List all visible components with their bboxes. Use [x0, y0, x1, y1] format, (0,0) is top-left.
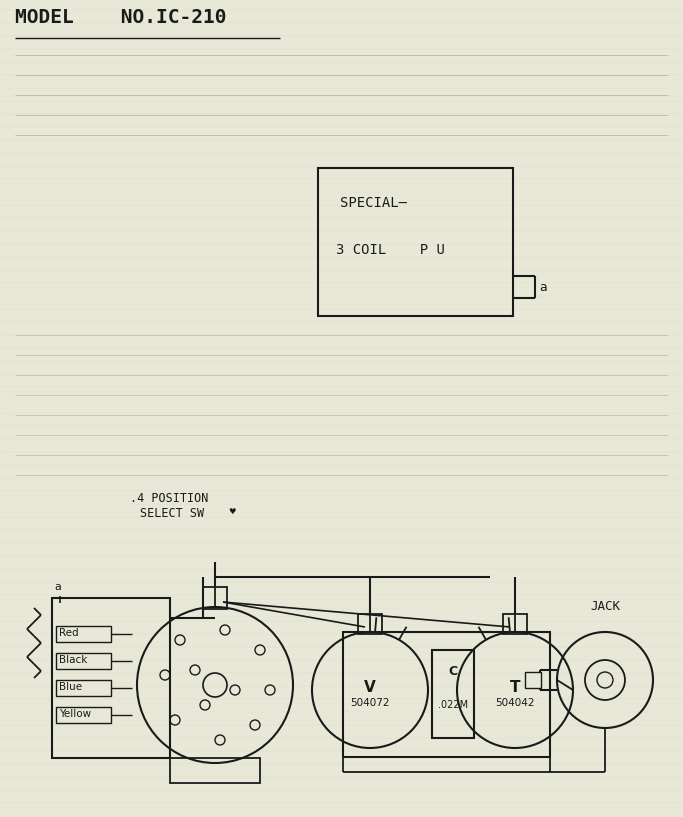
- Text: a: a: [54, 582, 61, 592]
- Text: .4 POSITION: .4 POSITION: [130, 492, 208, 505]
- Text: T: T: [510, 680, 520, 695]
- Text: MODEL    NO.IC-210: MODEL NO.IC-210: [15, 8, 227, 27]
- Bar: [432, 650, 474, 738]
- Text: Blue: Blue: [59, 682, 82, 692]
- Text: 3 COIL    P U: 3 COIL P U: [336, 243, 445, 257]
- Bar: [503, 614, 527, 634]
- Bar: [318, 168, 513, 316]
- Bar: [170, 758, 260, 783]
- Bar: [52, 598, 170, 758]
- Text: SPECIAL—: SPECIAL—: [340, 196, 407, 210]
- Text: 504072: 504072: [350, 698, 390, 708]
- Text: Red: Red: [59, 628, 79, 638]
- Text: .022M: .022M: [438, 700, 468, 710]
- Text: Black: Black: [59, 655, 87, 665]
- Text: V: V: [364, 680, 376, 695]
- Text: C: C: [449, 665, 458, 678]
- Bar: [56, 653, 111, 669]
- Bar: [203, 587, 227, 609]
- Text: JACK: JACK: [590, 600, 620, 613]
- Bar: [343, 632, 550, 757]
- Bar: [525, 672, 541, 688]
- Text: a: a: [539, 281, 547, 294]
- Text: ♥: ♥: [228, 507, 236, 516]
- Bar: [56, 680, 111, 696]
- Text: SELECT SW: SELECT SW: [140, 507, 204, 520]
- Bar: [56, 707, 111, 723]
- Bar: [358, 614, 382, 634]
- Text: Yellow: Yellow: [59, 709, 91, 719]
- Text: 504042: 504042: [495, 698, 535, 708]
- Bar: [56, 626, 111, 642]
